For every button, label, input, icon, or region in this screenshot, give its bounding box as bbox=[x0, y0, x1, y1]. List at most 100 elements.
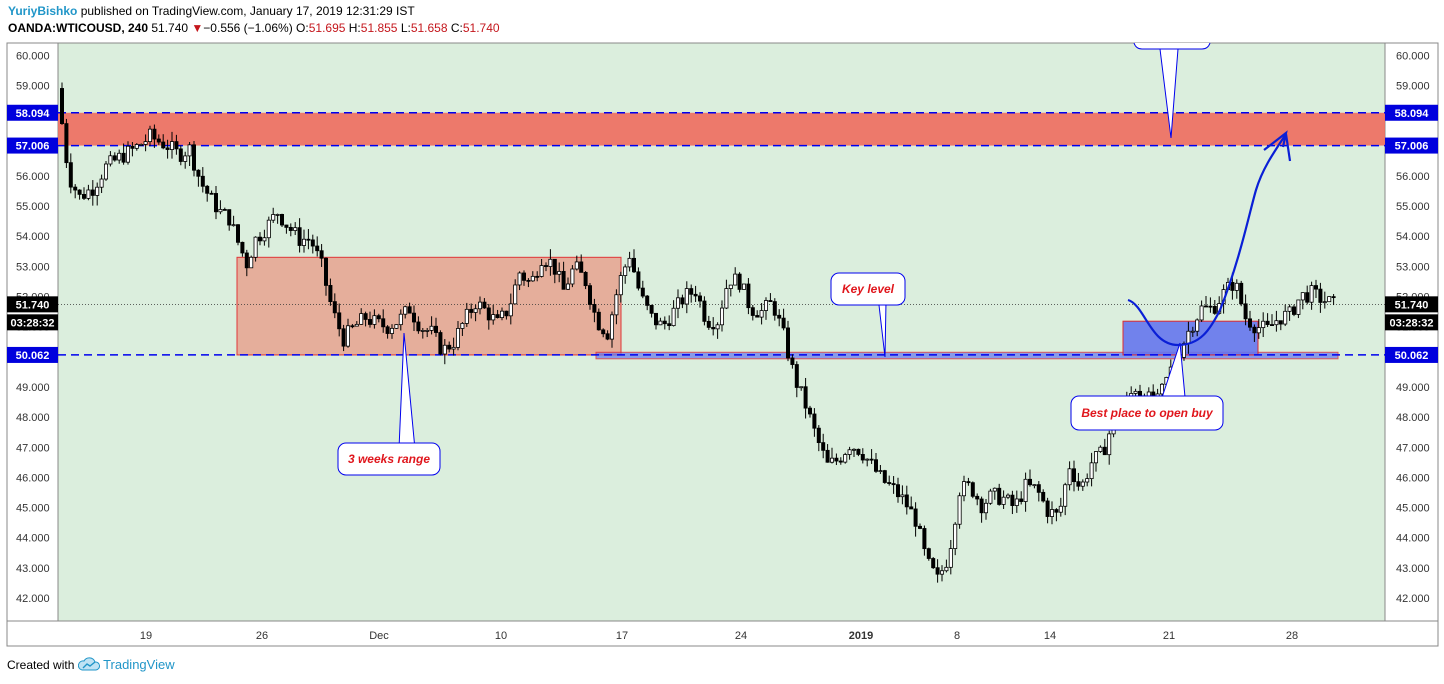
candle-body bbox=[442, 344, 447, 355]
candle-body bbox=[913, 508, 918, 527]
y-tick-left: 42.000 bbox=[16, 593, 50, 605]
candle-body bbox=[1287, 306, 1292, 312]
candle-body bbox=[301, 238, 306, 246]
candle-body bbox=[530, 275, 535, 282]
y-tick-left: 59.000 bbox=[16, 80, 50, 92]
candle-body bbox=[438, 332, 443, 355]
best-buy-callout[interactable]: Best place to open buy bbox=[1070, 342, 1224, 431]
candle-body bbox=[605, 333, 610, 340]
candle-body bbox=[1094, 451, 1099, 464]
candle-body bbox=[878, 470, 883, 473]
buy-zone-box bbox=[1122, 320, 1259, 356]
candle-body bbox=[632, 257, 637, 273]
annotations[interactable]: 3 weeks range Key level Best place to open… bbox=[337, 42, 1292, 476]
price-tag-label: 50.062 bbox=[1395, 350, 1429, 362]
candle-body bbox=[838, 460, 843, 463]
candle-body bbox=[323, 257, 328, 286]
candle-body bbox=[1102, 446, 1107, 456]
key-level-callout-text: Key level bbox=[842, 282, 895, 296]
candle-body bbox=[504, 310, 509, 317]
candle-body bbox=[1292, 306, 1297, 315]
x-tick: Dec bbox=[369, 630, 389, 642]
candle-body bbox=[271, 214, 276, 221]
candle-body bbox=[693, 293, 698, 297]
x-tick: 28 bbox=[1286, 630, 1298, 642]
best-buy-callout-text: Best place to open buy bbox=[1081, 406, 1214, 420]
y-tick-right: 53.000 bbox=[1396, 261, 1430, 273]
candle-body bbox=[737, 273, 742, 290]
candle-body bbox=[143, 141, 148, 145]
candle-body bbox=[121, 152, 126, 163]
candle-body bbox=[209, 192, 214, 195]
close-label: C: bbox=[450, 21, 463, 35]
y-tick-left: 55.000 bbox=[16, 201, 50, 213]
candle-body bbox=[1208, 305, 1213, 308]
candle-body bbox=[389, 327, 394, 334]
candle-body bbox=[1309, 285, 1314, 303]
candle-body bbox=[808, 407, 813, 415]
candle-body bbox=[394, 324, 399, 329]
key-level-callout-box bbox=[830, 272, 906, 306]
candle-body bbox=[1270, 324, 1275, 326]
price-tag-bg bbox=[7, 296, 58, 313]
candle-body bbox=[310, 239, 315, 247]
x-tick: 26 bbox=[256, 630, 268, 642]
candle-body bbox=[715, 324, 720, 330]
created-with-text: Created with bbox=[7, 658, 75, 672]
candle-body bbox=[579, 261, 584, 273]
best-buy-callout-box bbox=[1070, 395, 1224, 431]
last-price: 51.740 bbox=[151, 21, 189, 35]
x-tick: 14 bbox=[1044, 630, 1056, 642]
candle-body bbox=[86, 189, 91, 199]
candle-body bbox=[1160, 383, 1165, 395]
candle-body bbox=[623, 266, 628, 276]
time-axis-area[interactable] bbox=[6, 620, 1439, 647]
y-tick-left: 54.000 bbox=[16, 231, 50, 243]
symbol-label: OANDA:WTICOUSD, 240 bbox=[8, 21, 149, 35]
candle-body bbox=[1327, 296, 1332, 303]
y-tick-right: 59.000 bbox=[1396, 80, 1430, 92]
candle-body bbox=[1072, 468, 1077, 483]
three-weeks-range-callout[interactable]: 3 weeks range bbox=[337, 332, 441, 476]
candle-body bbox=[354, 323, 359, 327]
price-change: −0.556 (−1.06%) bbox=[203, 21, 293, 35]
candle-body bbox=[1019, 498, 1024, 502]
candle-body bbox=[126, 145, 131, 163]
candle-body bbox=[1041, 491, 1046, 502]
x-tick: 2019 bbox=[849, 630, 873, 642]
candle-body bbox=[178, 148, 183, 162]
candle-body bbox=[1067, 468, 1072, 486]
candle-body bbox=[1239, 282, 1244, 305]
candle-body bbox=[790, 357, 795, 365]
candle-body bbox=[279, 214, 284, 226]
key-level-callout[interactable]: Key level bbox=[830, 272, 906, 358]
candle-body bbox=[1107, 433, 1112, 456]
top-offscreen-callout[interactable] bbox=[1133, 42, 1211, 139]
candle-body bbox=[698, 295, 703, 302]
candle-body bbox=[1305, 292, 1310, 303]
candle-body bbox=[680, 297, 685, 305]
candle-body bbox=[169, 141, 174, 150]
candle-body bbox=[1261, 320, 1266, 329]
candle-body bbox=[473, 308, 478, 313]
candle-body bbox=[253, 236, 258, 258]
candle-body bbox=[1089, 462, 1094, 480]
publish-info: YuriyBishko published on TradingView.com… bbox=[8, 4, 415, 18]
candle-body bbox=[676, 297, 681, 309]
candle-body bbox=[742, 283, 747, 290]
candle-body bbox=[139, 144, 144, 146]
price-tag-label: 03:28:32 bbox=[10, 317, 54, 329]
price-tag-label: 51.740 bbox=[16, 299, 50, 311]
y-tick-left: 49.000 bbox=[16, 382, 50, 394]
candle-body bbox=[1006, 494, 1011, 498]
tradingview-brand[interactable]: TradingView bbox=[103, 657, 175, 672]
candle-body bbox=[645, 295, 650, 306]
open-value: 51.695 bbox=[308, 21, 346, 35]
candle-body bbox=[689, 288, 694, 295]
author-link[interactable]: YuriyBishko bbox=[8, 4, 78, 18]
y-tick-right: 46.000 bbox=[1396, 472, 1430, 484]
x-tick: 8 bbox=[954, 630, 960, 642]
candle-body bbox=[460, 323, 465, 329]
candle-body bbox=[570, 268, 575, 285]
